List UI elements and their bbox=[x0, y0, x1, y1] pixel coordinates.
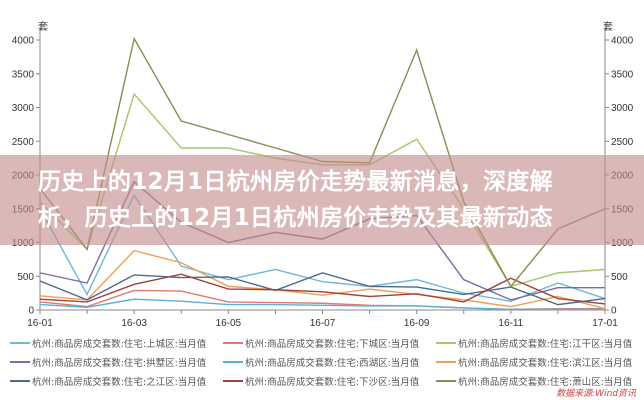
legend-item[interactable]: 杭州:商品房成交套数:住宅:江干区:当月值 bbox=[436, 336, 640, 350]
legend-swatch bbox=[436, 380, 456, 382]
legend-swatch bbox=[436, 361, 456, 363]
y-tick-label-right: 0 bbox=[611, 306, 617, 317]
x-tick-label: 16-03 bbox=[121, 318, 147, 329]
x-tick-label: 16-11 bbox=[498, 318, 523, 329]
data-source-label: 数据来源:Wind资讯 bbox=[556, 389, 636, 399]
series-line-5 bbox=[39, 249, 606, 310]
y-tick-label-right: 4000 bbox=[611, 36, 634, 47]
y-tick-label: 500 bbox=[17, 272, 34, 283]
legend-item[interactable]: 杭州:商品房成交套数:住宅:西湖区:当月值 bbox=[223, 355, 436, 369]
legend-label: 杭州:商品房成交套数:住宅:下城区:当月值 bbox=[245, 339, 420, 350]
legend-item[interactable]: 杭州:商品房成交套数:住宅:下沙区:当月值 bbox=[223, 374, 436, 388]
legend-item[interactable]: 杭州:商品房成交套数:住宅:上城区:当月值 bbox=[10, 336, 223, 350]
legend-swatch bbox=[436, 342, 456, 344]
y-tick-label-right: 500 bbox=[611, 272, 628, 283]
legend-label: 杭州:商品房成交套数:住宅:滨江区:当月值 bbox=[458, 358, 633, 369]
legend-swatch bbox=[223, 361, 243, 363]
legend-label: 杭州:商品房成交套数:住宅:西湖区:当月值 bbox=[245, 358, 420, 369]
left-axis-unit: 套 bbox=[38, 20, 48, 33]
legend-label: 杭州:商品房成交套数:住宅:之江区:当月值 bbox=[32, 377, 207, 388]
banner-title-line-2: 析，历史上的12月1日杭州房价走势及其最新动态 bbox=[38, 205, 553, 231]
y-tick-label-right: 2500 bbox=[611, 137, 634, 148]
series-line-6 bbox=[39, 272, 606, 306]
y-tick-label: 3500 bbox=[12, 69, 35, 80]
y-tick-label: 2500 bbox=[12, 137, 35, 148]
legend-item[interactable]: 杭州:商品房成交套数:住宅:之江区:当月值 bbox=[10, 374, 223, 388]
legend-label: 杭州:商品房成交套数:住宅:萧山区:当月值 bbox=[458, 377, 633, 388]
right-axis-unit: 套 bbox=[603, 20, 613, 33]
banner-title-line-1: 历史上的12月1日杭州房价走势最新消息，深度解 bbox=[38, 169, 553, 195]
series-line-4 bbox=[39, 298, 605, 311]
x-tick-label: 17-01 bbox=[592, 318, 618, 329]
y-tick-label: 3000 bbox=[12, 103, 35, 114]
title-banner: 历史上的12月1日杭州房价走势最新消息，深度解 析，历史上的12月1日杭州房价走… bbox=[0, 155, 644, 245]
legend-label: 杭州:商品房成交套数:住宅:下沙区:当月值 bbox=[245, 377, 420, 388]
series-line-1 bbox=[39, 289, 605, 311]
chart-legend: 杭州:商品房成交套数:住宅:上城区:当月值 杭州:商品房成交套数:住宅:下城区:当… bbox=[10, 336, 640, 388]
x-tick-label: 16-01 bbox=[27, 318, 53, 329]
legend-swatch bbox=[10, 342, 30, 344]
x-tick-label: 16-05 bbox=[216, 318, 242, 329]
x-tick-label: 16-07 bbox=[310, 318, 336, 329]
legend-label: 杭州:商品房成交套数:住宅:拱墅区:当月值 bbox=[32, 358, 207, 369]
y-tick-label-right: 3500 bbox=[611, 69, 634, 80]
legend-swatch bbox=[10, 361, 30, 363]
legend-swatch bbox=[10, 380, 30, 382]
legend-item[interactable]: 杭州:商品房成交套数:住宅:拱墅区:当月值 bbox=[10, 355, 223, 369]
legend-item[interactable]: 杭州:商品房成交套数:住宅:萧山区:当月值 bbox=[436, 374, 640, 388]
legend-label: 杭州:商品房成交套数:住宅:上城区:当月值 bbox=[32, 339, 207, 350]
x-tick-label: 16-09 bbox=[404, 318, 430, 329]
y-tick-label: 0 bbox=[28, 306, 34, 317]
legend-label: 杭州:商品房成交套数:住宅:江干区:当月值 bbox=[458, 339, 633, 350]
legend-swatch bbox=[223, 380, 243, 382]
y-tick-label: 4000 bbox=[12, 36, 35, 47]
legend-item[interactable]: 杭州:商品房成交套数:住宅:滨江区:当月值 bbox=[436, 355, 640, 369]
y-tick-label-right: 3000 bbox=[611, 103, 634, 114]
series-line-7 bbox=[39, 273, 606, 305]
legend-swatch bbox=[223, 342, 243, 344]
legend-item[interactable]: 杭州:商品房成交套数:住宅:下城区:当月值 bbox=[223, 336, 436, 350]
